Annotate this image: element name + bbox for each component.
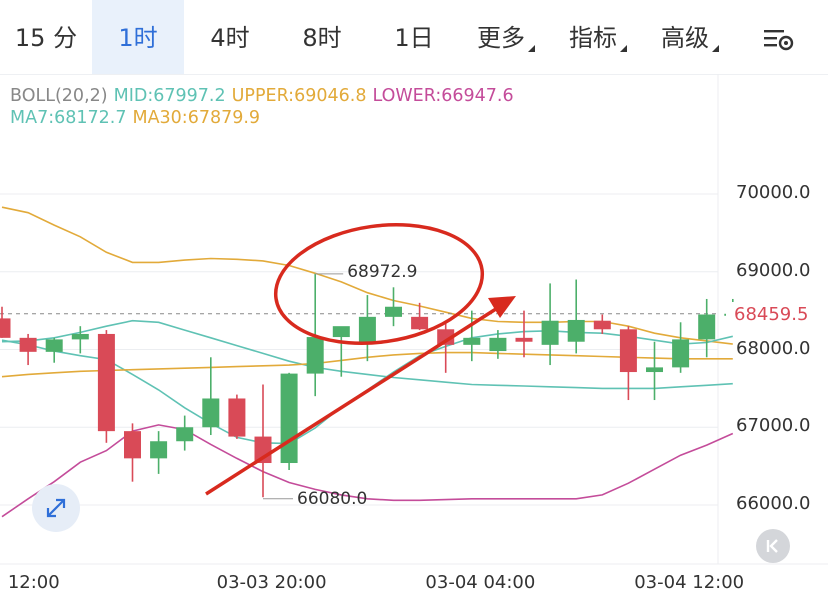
tab-label: 指标 <box>569 24 617 52</box>
upper-band-line <box>1 206 733 345</box>
candle-body <box>515 337 533 342</box>
candle-body <box>672 339 690 368</box>
tab-0[interactable]: 15 分 <box>0 0 92 74</box>
candle-body <box>124 431 141 459</box>
upper-value: UPPER:69046.8 <box>231 86 367 106</box>
candle-body <box>489 337 507 352</box>
y-tick-label: 69000.0 <box>736 259 811 281</box>
candle-body <box>45 339 63 352</box>
trend-arrow-line <box>205 298 511 496</box>
tab-3[interactable]: 8时 <box>276 0 368 74</box>
candle-body <box>306 337 324 374</box>
candle-body <box>0 318 11 338</box>
lower-value: LOWER:66947.6 <box>372 86 514 106</box>
zoom-expand-button[interactable] <box>32 484 80 532</box>
candle-body <box>541 320 559 345</box>
candle-body <box>150 441 168 459</box>
x-tick-label: 12:00 <box>7 572 60 593</box>
mid-band-line <box>1 319 733 390</box>
scroll-to-latest-button[interactable] <box>756 529 790 563</box>
ma7-value: MA7:68172.7 <box>10 108 127 128</box>
dropdown-caret-icon <box>712 45 719 52</box>
boll-label: BOLL(20,2) <box>10 86 108 106</box>
expand-arrows-icon <box>46 498 66 518</box>
high-annotation-label: 68972.9 <box>347 261 418 282</box>
candle-body <box>463 337 481 345</box>
tab-6[interactable]: 指标 <box>552 0 644 74</box>
candle-body <box>332 326 350 338</box>
tab-4[interactable]: 1日 <box>368 0 460 74</box>
mid-value: MID:67997.2 <box>113 86 226 106</box>
ma-legend: MA7:68172.7 MA30:67879.9 <box>10 108 266 128</box>
candle-body <box>646 367 663 373</box>
dropdown-caret-icon <box>620 45 627 52</box>
candle-body <box>698 314 716 340</box>
candle-body <box>202 398 220 428</box>
tab-label: 8时 <box>302 24 342 52</box>
candle-body <box>411 316 429 330</box>
candlestick-chart[interactable] <box>0 74 828 604</box>
y-tick-label: 68000.0 <box>736 337 811 359</box>
candle-body <box>97 333 115 432</box>
dropdown-caret-icon <box>528 45 535 52</box>
x-tick-label: 03-04 12:00 <box>634 572 745 593</box>
timeframe-toolbar: 15 分 1时 4时 8时 1日 更多 指标 高级 <box>0 0 828 75</box>
tab-label: 更多 <box>477 24 525 52</box>
tab-2[interactable]: 4时 <box>184 0 276 74</box>
tab-label: 高级 <box>661 24 709 52</box>
candle-body <box>619 329 637 373</box>
low-annotation-label: 66080.0 <box>297 488 368 509</box>
tab-label: 15 分 <box>14 24 78 52</box>
tab-label: 1日 <box>394 24 434 52</box>
candle-body <box>71 333 89 340</box>
x-tick-label: 03-03 20:00 <box>216 572 327 593</box>
candle-body <box>385 306 402 317</box>
candle-body <box>567 319 585 342</box>
tab-5[interactable]: 更多 <box>460 0 552 74</box>
current-price-label: 68459.5 <box>726 302 828 328</box>
candle-body <box>19 337 37 352</box>
skip-back-icon <box>766 539 778 553</box>
y-tick-label: 67000.0 <box>736 415 811 437</box>
candle-body <box>176 427 194 442</box>
lower-band-line <box>1 424 734 518</box>
candle-body <box>593 320 611 330</box>
tab-label: 1时 <box>118 24 158 52</box>
highlight-circle <box>273 223 485 345</box>
y-tick-label: 70000.0 <box>736 182 811 203</box>
candle-body <box>437 329 455 345</box>
candle-body <box>280 373 298 464</box>
x-tick-label: 03-04 04:00 <box>425 572 536 593</box>
candle-body <box>228 398 246 437</box>
ma30-value: MA30:67879.9 <box>132 108 261 128</box>
chart-settings-icon[interactable] <box>760 22 800 56</box>
boll-legend: BOLL(20,2) MID:67997.2 UPPER:69046.8 LOWER:… <box>10 86 520 106</box>
tab-7[interactable]: 高级 <box>644 0 736 74</box>
y-tick-label: 66000.0 <box>736 493 811 514</box>
tab-1[interactable]: 1时 <box>92 0 184 74</box>
trend-arrow-head <box>488 296 516 318</box>
tab-label: 4时 <box>210 24 250 52</box>
candle-body <box>358 316 376 342</box>
